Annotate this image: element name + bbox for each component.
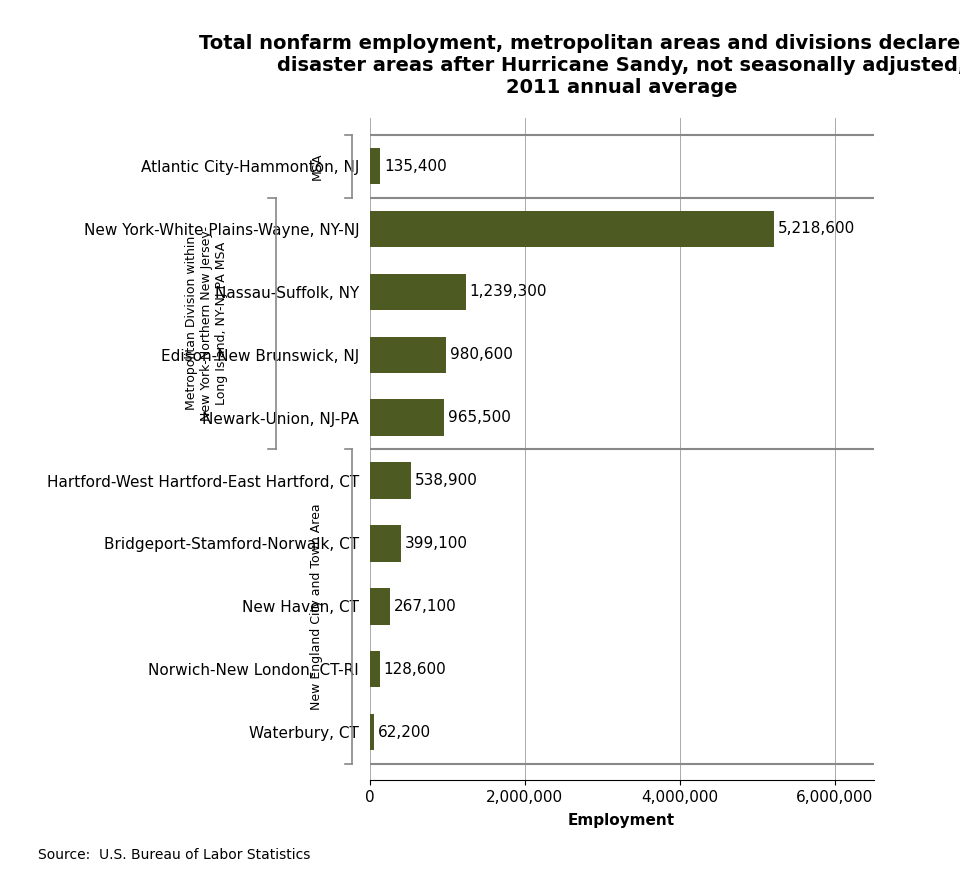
Bar [370,588,391,624]
Text: Metropolitan Division within
New York-Northern New Jersey-
Long Island, NY-NJ-PA: Metropolitan Division within New York-No… [185,226,228,421]
Text: Source:  U.S. Bureau of Labor Statistics: Source: U.S. Bureau of Labor Statistics [38,848,311,862]
Text: New England City and Town Area: New England City and Town Area [310,503,324,710]
Text: 267,100: 267,100 [395,599,457,614]
Bar [370,211,775,247]
Text: 538,900: 538,900 [416,473,478,488]
Text: 128,600: 128,600 [383,662,446,677]
Text: 5,218,600: 5,218,600 [779,221,855,236]
X-axis label: Employment: Employment [568,814,675,828]
Bar [370,148,380,184]
Bar [370,399,444,436]
Text: 62,200: 62,200 [378,725,431,739]
Text: 135,400: 135,400 [384,159,446,174]
Text: 1,239,300: 1,239,300 [469,284,547,299]
Text: 980,600: 980,600 [449,347,513,362]
Bar [370,651,379,687]
Text: 399,100: 399,100 [404,536,468,551]
Bar [370,337,445,373]
Bar [370,462,412,499]
Text: 965,500: 965,500 [448,410,512,426]
Bar [370,714,374,750]
Bar [370,274,466,310]
Bar [370,525,400,562]
Text: MSA: MSA [310,153,324,180]
Title: Total nonfarm employment, metropolitan areas and divisions declared major
disast: Total nonfarm employment, metropolitan a… [199,34,960,97]
